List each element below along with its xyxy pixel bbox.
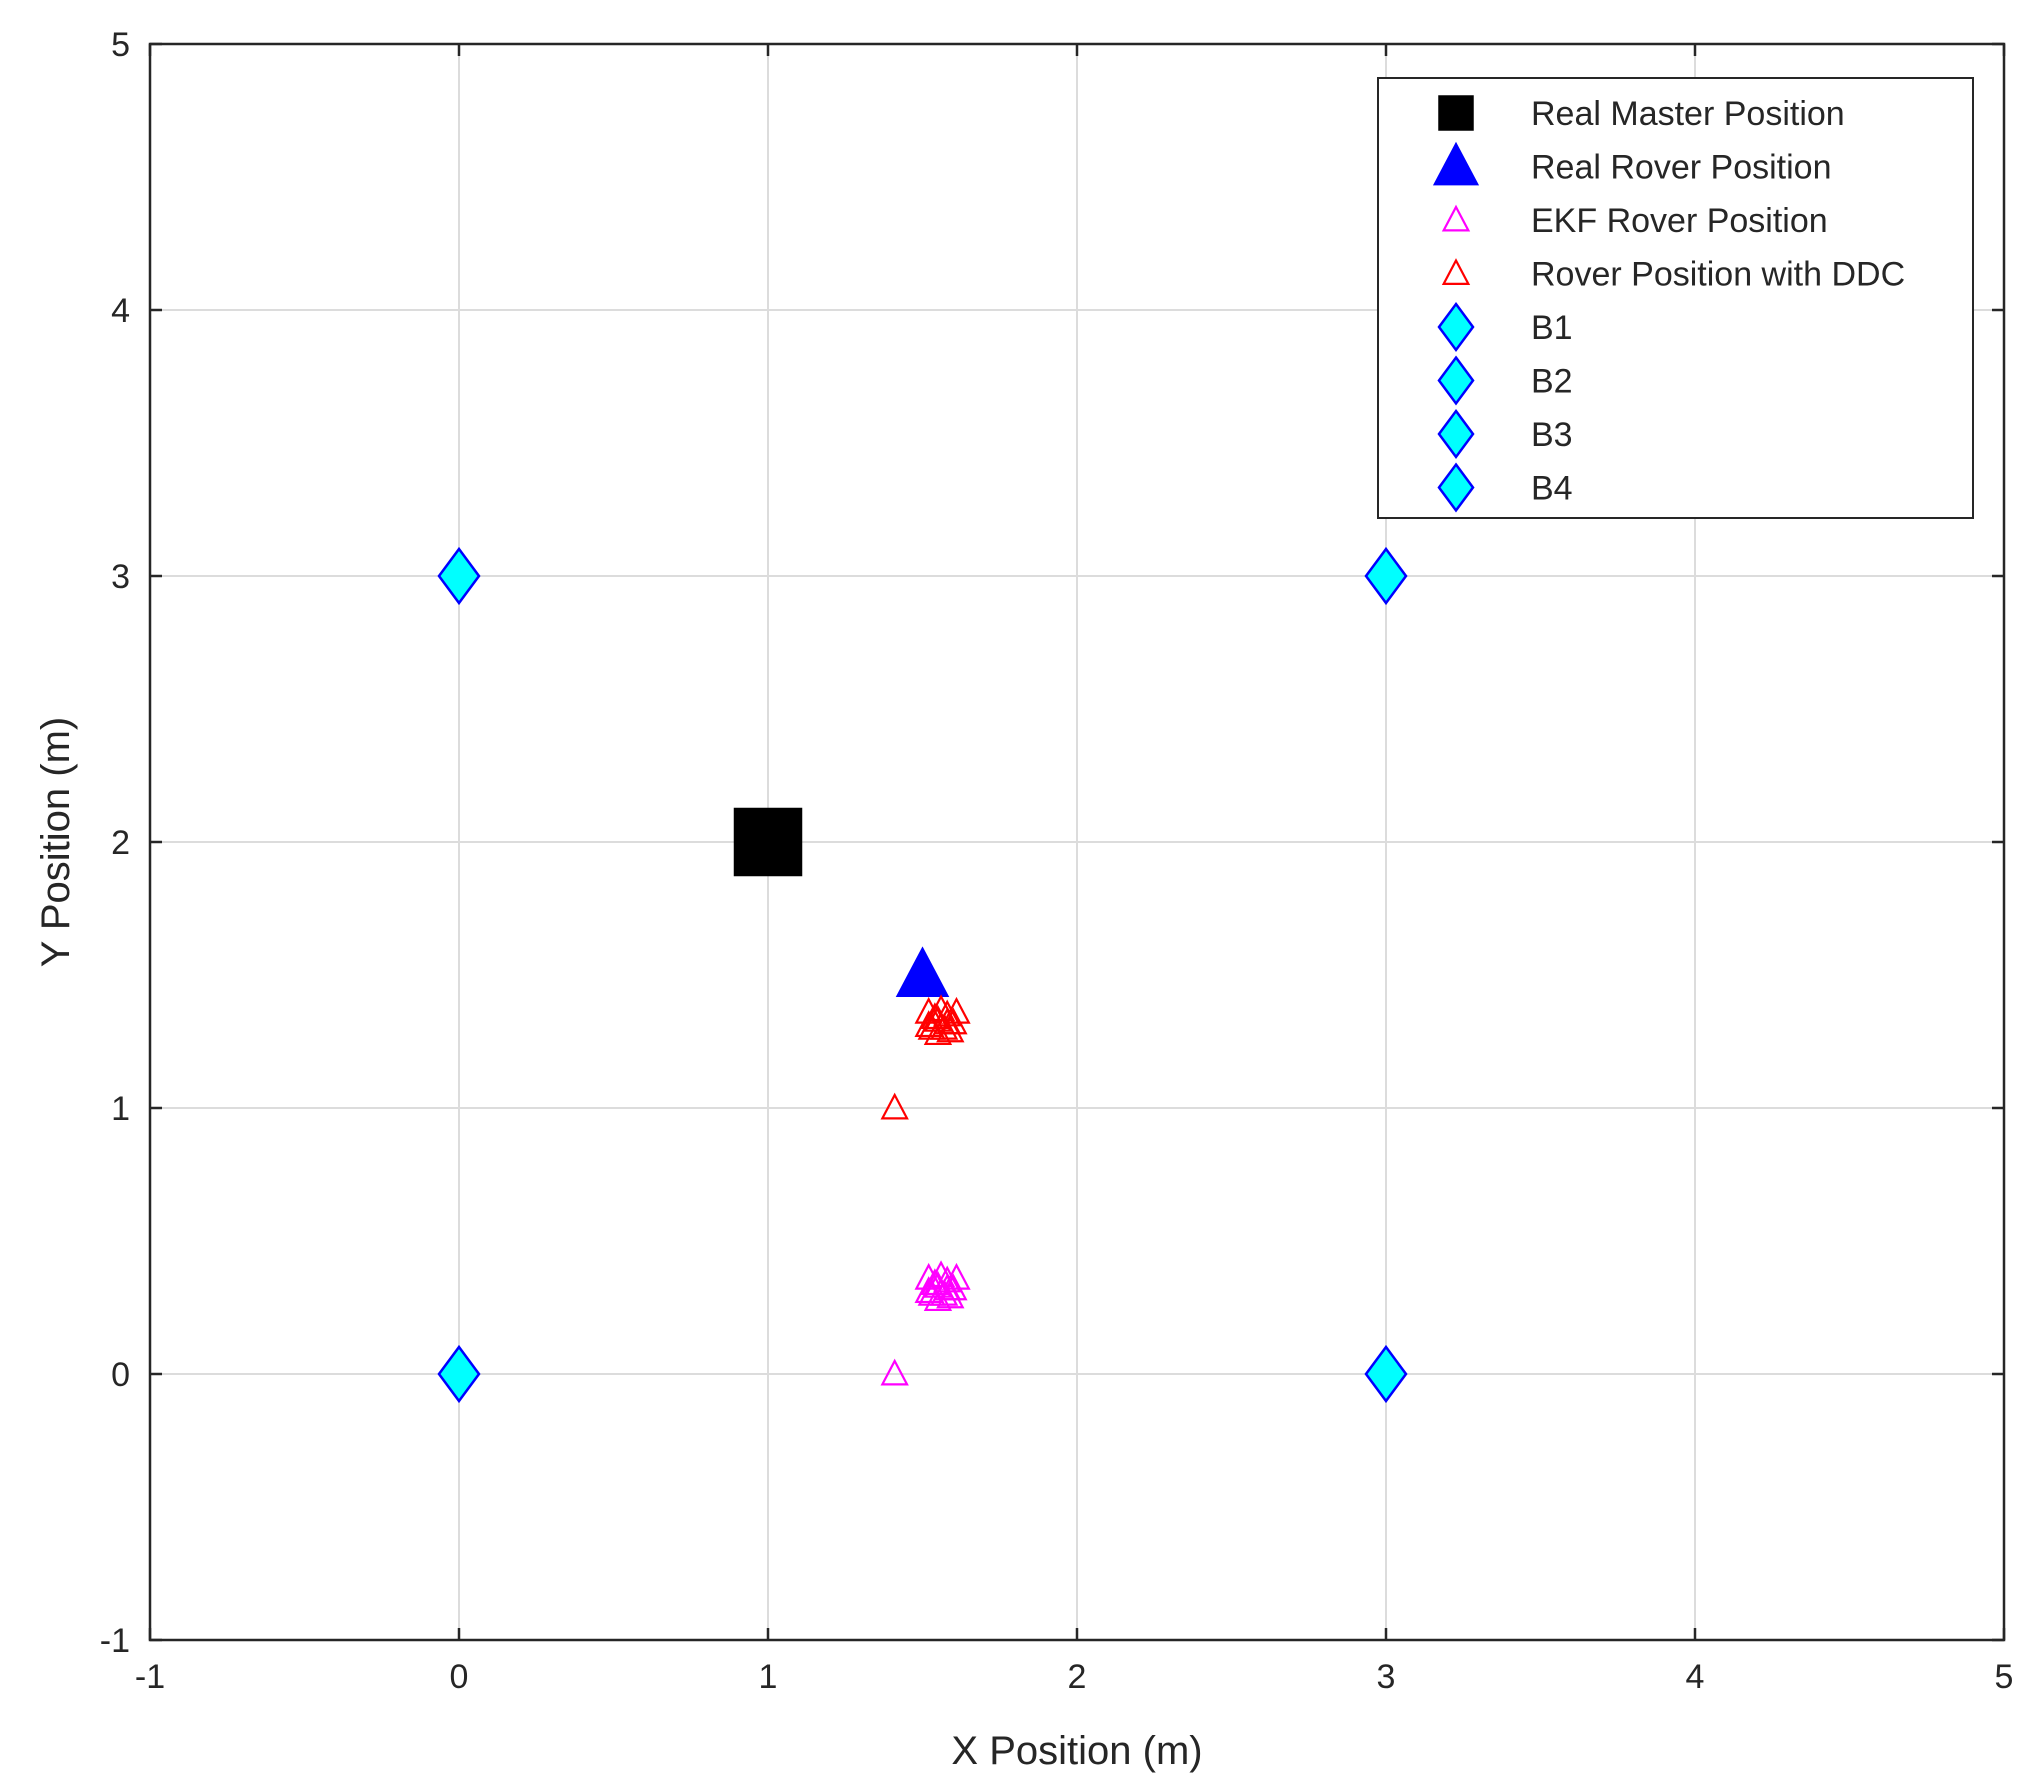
point-rover-position-with-ddc xyxy=(920,1002,950,1030)
legend-label-real-master-position: Real Master Position xyxy=(1531,95,1845,133)
legend-marker-b3 xyxy=(1437,408,1475,460)
x-tick-label: 5 xyxy=(1995,1658,2014,1696)
point-b3 xyxy=(1364,546,1408,606)
legend-marker-b1 xyxy=(1437,301,1475,353)
point-ekf-rover-position xyxy=(933,1273,962,1301)
point-ekf-rover-position xyxy=(880,1358,909,1386)
y-tick-label: 4 xyxy=(111,292,130,330)
point-ekf-rover-position xyxy=(914,1276,943,1304)
legend-label-b3: B3 xyxy=(1531,416,1573,454)
legend-box xyxy=(1377,77,1974,519)
x-tick-label: 0 xyxy=(450,1658,469,1696)
point-ekf-rover-position xyxy=(920,1268,950,1296)
axis-ticks xyxy=(148,42,2006,1642)
y-tick-label: 1 xyxy=(111,1090,130,1128)
legend-marker-b2 xyxy=(1437,355,1475,406)
data-markers xyxy=(437,546,1408,1404)
x-tick-label: 2 xyxy=(1068,1658,1087,1696)
legend-marker-real-master-position xyxy=(1438,95,1474,131)
y-tick-label: 0 xyxy=(111,1356,130,1394)
y-axis-label: Y Position (m) xyxy=(34,717,78,967)
point-real-rover-position xyxy=(895,946,950,998)
y-tick-label: 5 xyxy=(111,26,130,64)
legend-marker-ekf-rover-position xyxy=(1441,204,1471,232)
x-tick-label: 3 xyxy=(1377,1658,1396,1696)
legend-label-b4: B4 xyxy=(1531,470,1573,508)
y-tick-label: 3 xyxy=(111,558,130,596)
legend-marker-real-rover-position xyxy=(1432,141,1480,186)
legend-marker-b4 xyxy=(1437,462,1475,513)
legend: Real Master Position Real Rover Position E… xyxy=(1377,77,1974,519)
legend-label-ekf-rover-position: EKF Rover Position xyxy=(1531,202,1828,240)
x-tick-label: 1 xyxy=(759,1658,778,1696)
x-tick-label: 4 xyxy=(1686,1658,1705,1696)
point-rover-position-with-ddc xyxy=(914,1010,943,1038)
point-ekf-rover-position xyxy=(942,1262,971,1290)
point-rover-position-with-ddc xyxy=(933,1007,962,1035)
x-tick-label: -1 xyxy=(135,1658,165,1696)
y-tick-label: 2 xyxy=(111,824,130,862)
legend-label-b1: B1 xyxy=(1531,309,1573,347)
point-b2 xyxy=(437,546,481,606)
legend-label-real-rover-position: Real Rover Position xyxy=(1531,149,1831,187)
point-b4 xyxy=(1364,1344,1408,1404)
tick-labels: -1 0 1 2 3 4 5 -1 0 1 2 3 4 5 xyxy=(100,26,2014,1696)
point-b1 xyxy=(437,1344,481,1404)
x-axis-label: X Position (m) xyxy=(951,1729,1202,1773)
point-rover-position-with-ddc xyxy=(942,996,971,1024)
point-rover-position-with-ddc xyxy=(880,1092,909,1120)
legend-label-rover-position-with-ddc: Rover Position with DDC xyxy=(1531,256,1905,294)
point-real-master-position xyxy=(733,807,803,877)
y-tick-label: -1 xyxy=(100,1622,130,1660)
legend-marker-rover-position-with-ddc xyxy=(1441,258,1471,285)
legend-label-b2: B2 xyxy=(1531,363,1573,401)
